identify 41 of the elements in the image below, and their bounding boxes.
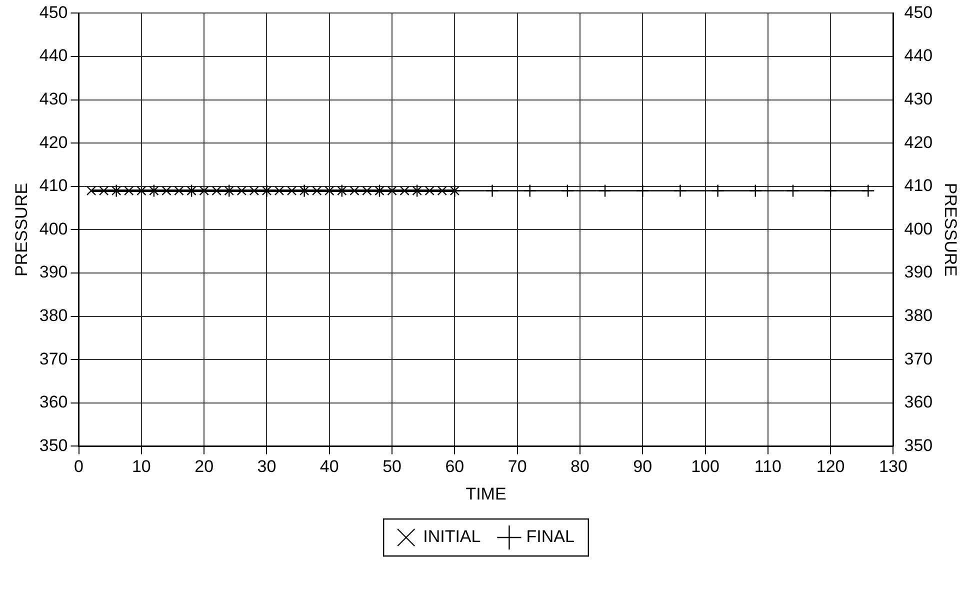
x-tick-label: 120 [816, 457, 845, 476]
y2-axis-title: PRESSURE [941, 182, 960, 276]
y-tick-label: 450 [39, 2, 68, 22]
y2-tick-label: 360 [904, 392, 933, 412]
y2-tick-label: 400 [904, 219, 933, 238]
x-tick-label: 0 [74, 457, 84, 476]
x-tick-label: 40 [320, 457, 339, 476]
y-tick-label: 390 [39, 262, 68, 282]
legend-label: FINAL [526, 527, 574, 546]
y-tick-label: 420 [39, 132, 68, 152]
y-tick-label: 360 [39, 392, 68, 412]
y-tick-label: 440 [39, 46, 68, 66]
y2-tick-label: 410 [904, 176, 933, 196]
y2-tick-label: 390 [904, 262, 933, 282]
y-tick-label: 370 [39, 349, 68, 368]
y2-tick-label: 370 [904, 349, 933, 368]
x-tick-label: 100 [691, 457, 720, 476]
y2-tick-label: 350 [904, 436, 933, 455]
x-tick-label: 130 [879, 457, 908, 476]
y2-tick-label: 420 [904, 132, 933, 152]
y-tick-label: 430 [39, 89, 68, 108]
x-tick-label: 20 [194, 457, 214, 476]
x-tick-label: 110 [754, 457, 782, 476]
y2-tick-label: 440 [904, 46, 933, 66]
legend-label: INITIAL [423, 527, 481, 546]
y2-tick-label: 450 [904, 2, 933, 22]
y2-tick-label: 430 [904, 89, 933, 108]
y-tick-label: 400 [39, 219, 68, 238]
y-axis-title: PRESSURE [12, 182, 31, 276]
x-axis-title: TIME [466, 484, 506, 504]
y-tick-label: 380 [39, 306, 68, 325]
x-tick-label: 70 [508, 457, 527, 476]
x-tick-label: 60 [445, 457, 464, 476]
x-tick-label: 90 [633, 457, 652, 476]
y-tick-label: 350 [39, 436, 68, 455]
x-tick-label: 30 [257, 457, 276, 476]
x-tick-label: 10 [132, 457, 151, 476]
x-tick-label: 50 [382, 457, 402, 476]
y2-tick-label: 380 [904, 306, 933, 325]
x-tick-label: 80 [570, 457, 590, 476]
y-tick-label: 410 [39, 176, 68, 196]
